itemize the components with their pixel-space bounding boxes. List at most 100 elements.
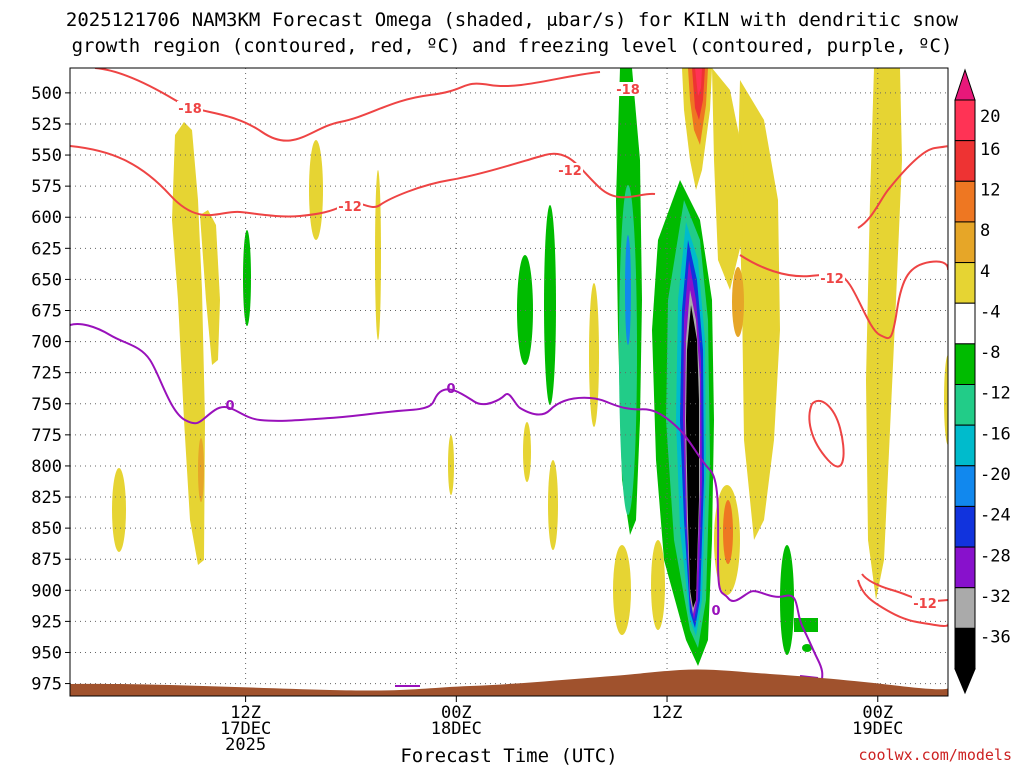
credit-text: coolwx.com/models (858, 746, 1012, 764)
x-tick-label: 12Z (652, 703, 683, 723)
omega-region-pink-1 (695, 68, 702, 96)
x-tick-label: 17DEC (220, 719, 271, 739)
colorbar-label: 12 (980, 180, 1000, 200)
plot-content: -18 -12 -12 -18 -12 -12 0 0 0 (70, 68, 948, 696)
omega-region-gold-1 (198, 438, 204, 502)
omega-region-green-3 (544, 205, 556, 405)
colorbar-swatch (954, 587, 976, 629)
omega-region-orange-1 (723, 500, 733, 564)
omega-region-yellow-17 (944, 355, 948, 445)
plot-background (70, 68, 948, 696)
colorbar-label: -36 (980, 628, 1011, 648)
terrain (70, 669, 948, 696)
y-tick-label: 625 (31, 239, 62, 259)
y-tick-label: 850 (31, 519, 62, 539)
omega-region-green-7 (794, 618, 818, 632)
colorbar-swatch (954, 99, 976, 142)
dgz-contour-label: -12 (558, 164, 582, 179)
y-tick-label: 550 (31, 146, 62, 166)
colorbar-swatch (954, 262, 976, 304)
freezing-contour-label: 0 (711, 604, 720, 619)
colorbar: 20 16 12 8 4 -4 -8 -12 -16 -20 -24 -28 -32 -36 (954, 68, 1011, 695)
colorbar-label: 8 (980, 221, 990, 241)
x-tick-label: 2025 (225, 735, 266, 755)
dgz-contour-label: -18 (616, 83, 640, 98)
dgz-contour-label: -12 (913, 597, 937, 612)
omega-region-yellow-10 (613, 545, 631, 635)
y-tick-label: 825 (31, 488, 62, 508)
omega-region-gold-2 (732, 267, 744, 337)
dgz-label-bg (819, 271, 845, 285)
y-tick-label: 800 (31, 457, 62, 477)
colorbar-label: -28 (980, 546, 1011, 566)
freezing-contour-1 (70, 323, 824, 681)
x-tick-label: 19DEC (852, 719, 903, 739)
colorbar-top-arrow (954, 68, 976, 101)
y-tick-label: 875 (31, 550, 62, 570)
omega-region-black-1 (686, 305, 699, 608)
title-line-1: 2025121706 NAM3KM Forecast Omega (shaded… (66, 9, 959, 31)
dgz-label-bg (337, 199, 363, 213)
y-axis: 500 525 550 575 600 625 650 675 700 725 750 775 800 8… (31, 84, 70, 695)
dgz-contour-2 (70, 145, 656, 218)
y-tick-label: 700 (31, 333, 62, 353)
omega-region-yellow-9 (589, 283, 599, 427)
colorbar-swatch (954, 546, 976, 589)
colorbar-label: 4 (980, 262, 990, 282)
colorbar-label: -20 (980, 465, 1011, 485)
colorbar-swatch (954, 343, 976, 386)
dgz-label-bg (177, 101, 203, 115)
y-tick-label: 675 (31, 301, 62, 321)
dgz-label-bg (557, 163, 583, 177)
colorbar-swatch (954, 180, 976, 223)
dgz-contour-label: -18 (178, 102, 202, 117)
colorbar-label: -8 (980, 343, 1000, 363)
dgz-contour-3 (739, 254, 948, 339)
y-tick-label: 650 (31, 270, 62, 290)
omega-region-yellow-3 (112, 468, 126, 552)
colorbar-label: 20 (980, 107, 1000, 127)
colorbar-swatch (954, 140, 976, 182)
dgz-contour-5 (808, 399, 845, 468)
y-tick-label: 725 (31, 364, 62, 384)
y-tick-label: 950 (31, 643, 62, 663)
x-tick-label: 18DEC (431, 719, 482, 739)
colorbar-swatch (954, 302, 976, 345)
dgz-label-bg (912, 596, 938, 610)
omega-region-blue-1 (625, 235, 631, 345)
freezing-contour-label: 0 (446, 382, 455, 397)
omega-region-yellow-1 (172, 122, 205, 565)
dgz-label-bg (615, 82, 641, 96)
colorbar-label: -32 (980, 587, 1011, 607)
omega-region-yellow-11 (651, 540, 665, 630)
freezing-contour-label: 0 (225, 399, 234, 414)
plot-area: -18 -12 -12 -18 -12 -12 0 0 0 (69, 67, 949, 697)
dgz-contour-label: -12 (338, 200, 362, 215)
colorbar-label: -4 (980, 302, 1000, 322)
y-tick-label: 500 (31, 84, 62, 104)
title-line-2: growth region (contoured, red, ºC) and f… (72, 35, 953, 57)
omega-region-yellow-16 (866, 68, 902, 600)
y-tick-label: 575 (31, 177, 62, 197)
omega-region-yellow-7 (523, 422, 531, 482)
y-tick-label: 525 (31, 115, 62, 135)
omega-region-teal-1 (619, 185, 637, 515)
y-tick-label: 600 (31, 208, 62, 228)
colorbar-swatch (954, 505, 976, 548)
dgz-contour-label: -12 (820, 272, 844, 287)
colorbar-swatch (954, 384, 976, 426)
colorbar-swatch (954, 424, 976, 467)
x-tick-label: 00Z (862, 703, 893, 723)
y-tick-label: 975 (31, 675, 62, 695)
y-tick-label: 775 (31, 426, 62, 446)
colorbar-swatch (954, 627, 976, 670)
colorbar-label: -12 (980, 384, 1011, 404)
dgz-contour-4 (857, 145, 948, 229)
y-tick-label: 750 (31, 395, 62, 415)
y-tick-label: 925 (31, 612, 62, 632)
omega-region-green-6 (780, 545, 794, 655)
colorbar-swatch (954, 465, 976, 507)
colorbar-label: -16 (980, 424, 1011, 444)
x-tick-label: 12Z (230, 703, 261, 723)
omega-region-yellow-12 (738, 80, 780, 540)
